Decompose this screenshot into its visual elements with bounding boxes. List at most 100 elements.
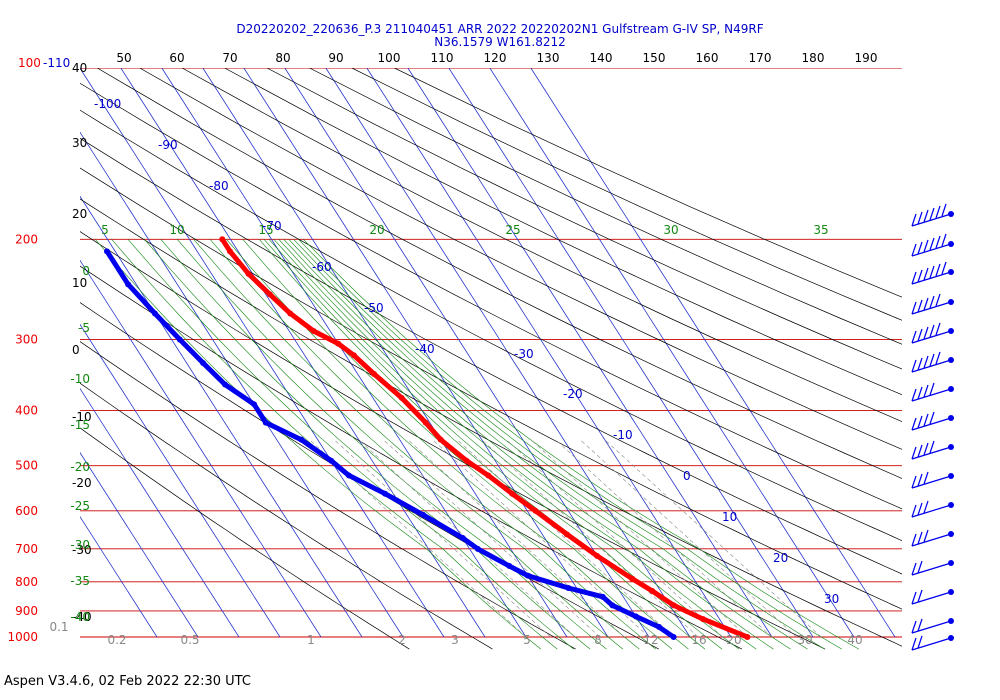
dewpoint-profile-point: [474, 545, 481, 552]
moist-adiabat: [263, 239, 723, 650]
moist-adiabat: [242, 239, 689, 650]
wind-barb-feather: [911, 417, 917, 431]
isotherm-line: [80, 451, 199, 638]
saturation-theta-label: 20: [369, 223, 384, 237]
temperature-profile-point: [226, 248, 233, 255]
wind-barb-staff: [911, 475, 952, 489]
dry-adiabat: [224, 68, 902, 396]
saturation-theta-label: 10: [169, 223, 184, 237]
wind-barb-feather: [917, 589, 923, 603]
wind-barb-feather: [911, 359, 917, 373]
wind-barb-staff: [911, 620, 952, 634]
wind-barb-feather: [935, 293, 941, 307]
wind-barb-feather: [935, 322, 941, 336]
version-footer: Aspen V3.4.6, 02 Feb 2022 22:30 UTC: [4, 674, 251, 689]
dewpoint-profile-point: [599, 593, 606, 600]
moist-adiabat: [127, 239, 574, 650]
dewpoint-profile-point: [524, 572, 531, 579]
temperature-profile-point: [219, 236, 226, 243]
dewpoint-profile-point: [609, 602, 616, 609]
isotherm-label: -10: [613, 428, 633, 442]
top-pressure-suffix: -110: [43, 56, 70, 70]
wind-barb-feather: [929, 295, 935, 309]
isotherm-line: [80, 131, 404, 638]
wind-barb-feather: [911, 533, 917, 547]
temperature-profile-point: [422, 419, 429, 426]
temperature-profile-point: [670, 602, 677, 609]
dewpoint-profile-point: [103, 248, 110, 255]
wind-barb-feather: [923, 471, 929, 485]
dewpoint-profile-point: [420, 511, 427, 518]
saturation-theta-label: 5: [101, 223, 109, 237]
wind-barb-feather: [941, 203, 947, 217]
wind-barb-feather: [911, 620, 917, 634]
height-label: -10: [72, 410, 92, 424]
saturation-theta-label: 35: [813, 223, 828, 237]
mixing-ratio-label: 12: [643, 633, 658, 647]
mixing-ratio-label: 20: [726, 633, 741, 647]
temperature-profile-point: [350, 352, 357, 359]
wind-barb-feather: [923, 326, 929, 340]
wind-barb-feather: [911, 504, 917, 518]
dewpoint-profile-point: [655, 623, 662, 630]
pressure-label: 400: [15, 404, 38, 418]
dewpoint-profile-point: [151, 310, 158, 317]
theta-label: 140: [590, 51, 613, 65]
height-label: 10: [72, 276, 87, 290]
isotherm-line: [80, 515, 158, 638]
mixing-ratio-line: [383, 439, 601, 638]
theta-label: 80: [275, 51, 290, 65]
wind-barb-feather: [923, 413, 929, 427]
mixing-ratio-label: 0.2: [107, 633, 126, 647]
height-label: 0: [72, 343, 80, 357]
moist-adiabat: [111, 239, 558, 650]
moist-adiabat: [293, 239, 825, 650]
mixing-ratio-label: 2: [398, 633, 406, 647]
dry-adiabat: [266, 68, 902, 370]
wind-barb-feather: [911, 271, 917, 285]
wind-barb-feather: [911, 562, 917, 576]
dry-adiabat: [80, 341, 576, 650]
wind-barb-feather: [917, 328, 923, 342]
wind-barb-feather: [917, 531, 923, 545]
dewpoint-profile: [104, 248, 677, 640]
pressure-label: 500: [15, 459, 38, 473]
theta-label: 120: [484, 51, 507, 65]
height-label: 30: [72, 136, 87, 150]
theta-label: 70: [222, 51, 237, 65]
moist-adiabat: [258, 239, 706, 650]
wind-barb-feather: [911, 301, 917, 315]
wind-barb-feather: [917, 635, 923, 649]
moist-adiabat: [176, 239, 624, 650]
wind-barb-feather: [941, 233, 947, 247]
mixing-ratio-label: 0.1: [49, 620, 68, 634]
dewpoint-profile-point: [506, 562, 513, 569]
wind-barb-feather: [935, 235, 941, 249]
theta-label: 60: [169, 51, 184, 65]
wind-barb-feather: [911, 446, 917, 460]
temperature-profile-point: [463, 457, 470, 464]
isotherm-line: [407, 68, 773, 638]
dewpoint-profile-point: [262, 419, 269, 426]
wind-barb-feather: [917, 560, 923, 574]
moist-adiabat: [209, 239, 656, 650]
chart-subtitle: N36.1579 W161.8212: [434, 35, 566, 49]
dry-adiabat: [80, 167, 902, 610]
isotherm-line: [120, 68, 486, 638]
dry-adiabat: [80, 231, 826, 650]
wind-barb-feather: [929, 382, 935, 396]
dry-adiabat: [351, 68, 902, 321]
wind-barb-feather: [917, 473, 923, 487]
temperature-profile-point: [532, 507, 539, 514]
wind-barb-feather: [929, 207, 935, 221]
isotherm-label: 0: [683, 469, 691, 483]
theta-label: 90: [328, 51, 343, 65]
temperature-profile-point: [594, 552, 601, 559]
moist-adiabat: [278, 239, 774, 650]
wind-barb-feather: [923, 442, 929, 456]
height-label: 20: [72, 207, 87, 221]
wind-barb-feather: [929, 353, 935, 367]
pressure-label: 900: [15, 604, 38, 618]
isotherm-line: [161, 68, 527, 638]
pressure-label: 1000: [7, 630, 38, 644]
